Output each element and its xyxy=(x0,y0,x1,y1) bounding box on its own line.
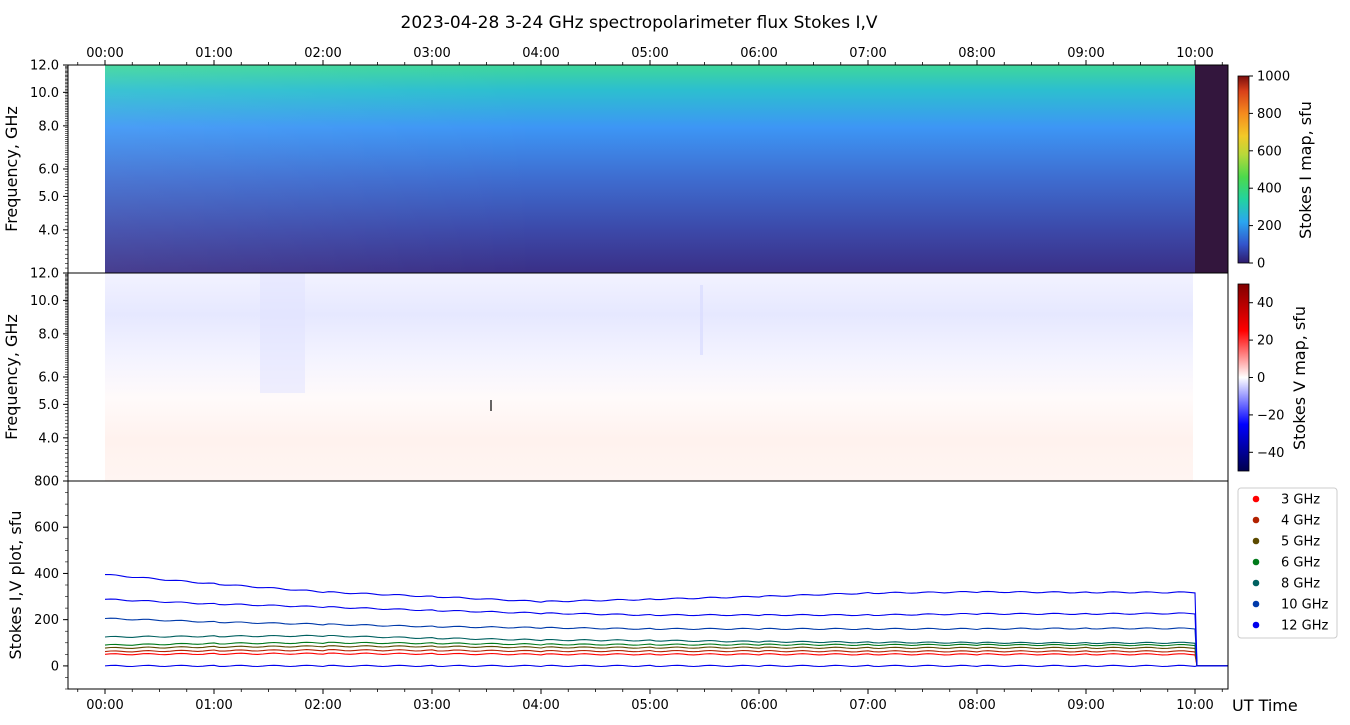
top-time-tick-label: 09:00 xyxy=(1067,46,1104,61)
stokes-i-panel: 12.0 10.0 8.0 6.0 5.0 4.0 Frequency, GHz xyxy=(2,59,1229,274)
legend-marker xyxy=(1252,495,1260,503)
series-line xyxy=(104,598,1228,667)
colorbar-tick-label: 200 xyxy=(1257,219,1282,234)
series-line xyxy=(104,617,1228,667)
legend-marker xyxy=(1252,537,1260,545)
freq-tick-label: 5.0 xyxy=(38,190,59,205)
top-time-tick-label: 03:00 xyxy=(413,46,450,61)
series-line xyxy=(104,641,1228,667)
freq-tick-label: 12.0 xyxy=(30,59,59,74)
bottom-time-tick-label: 02:00 xyxy=(304,698,341,713)
top-time-tick-label: 07:00 xyxy=(849,46,886,61)
flux-tick-label: 600 xyxy=(34,521,59,536)
stokes-v-colorbar: 40 20 0 −20 −40 Stokes V map, sfu xyxy=(1237,283,1309,472)
stokes-i-colorbar: 1000 800 600 400 200 0 Stokes I map, sfu xyxy=(1237,70,1315,272)
series-line xyxy=(104,634,1228,667)
top-time-tick-label: 08:00 xyxy=(958,46,995,61)
colorbar-tick-label: −40 xyxy=(1257,446,1284,461)
bottom-time-tick-label: 06:00 xyxy=(740,698,777,713)
stokes-v-ylabel: Frequency, GHz xyxy=(2,314,21,440)
stokes-i-map-nodata xyxy=(1195,65,1228,273)
stokes-plot-panel: 800 600 400 200 0 Stokes I,V plot, sfu xyxy=(6,475,1229,690)
bottom-time-tick-label: 09:00 xyxy=(1067,698,1104,713)
bottom-time-tick-label: 04:00 xyxy=(522,698,559,713)
top-time-tick-label: 05:00 xyxy=(631,46,668,61)
freq-tick-label: 5.0 xyxy=(38,398,59,413)
bottom-time-tick-label: 05:00 xyxy=(631,698,668,713)
legend-label: 12 GHz xyxy=(1281,619,1329,634)
x-axis-label: UT Time xyxy=(1232,696,1298,715)
legend-label: 3 GHz xyxy=(1281,493,1320,508)
top-time-ticks: 00:00 01:00 02:00 03:00 04:00 05:00 06:00 07:00… xyxy=(77,46,1223,65)
colorbar-tick-label: 0 xyxy=(1257,371,1265,386)
top-time-tick-label: 02:00 xyxy=(304,46,341,61)
series-line xyxy=(105,574,1228,667)
flux-tick-label: 800 xyxy=(34,475,59,490)
colorbar-tick-label: 20 xyxy=(1257,334,1274,349)
flux-tick-label: 0 xyxy=(51,659,59,674)
freq-tick-label: 4.0 xyxy=(38,223,59,238)
series-line xyxy=(104,645,1228,667)
freq-tick-label: 6.0 xyxy=(38,163,59,178)
flux-tick-label: 200 xyxy=(34,613,59,628)
legend: 3 GHz 4 GHz 5 GHz 6 GHz 8 GHz 10 GHz 12 GHz xyxy=(1237,487,1338,639)
stokes-plot-ylabel: Stokes I,V plot, sfu xyxy=(6,511,25,660)
legend-label: 5 GHz xyxy=(1281,535,1320,550)
flux-tick-label: 400 xyxy=(34,567,59,582)
freq-tick-label: 6.0 xyxy=(38,371,59,386)
freq-tick-label: 4.0 xyxy=(38,431,59,446)
bottom-time-ticks: 00:00 01:00 02:00 03:00 04:00 05:00 06:00 07:00… xyxy=(77,689,1223,713)
top-time-tick-label: 10:00 xyxy=(1176,46,1213,61)
stokes-plot-yticks: 800 600 400 200 0 xyxy=(34,475,68,690)
bottom-time-tick-label: 08:00 xyxy=(958,698,995,713)
freq-tick-label: 10.0 xyxy=(30,86,59,101)
bottom-time-tick-label: 00:00 xyxy=(86,698,123,713)
freq-tick-label: 12.0 xyxy=(30,267,59,282)
freq-tick-label: 10.0 xyxy=(30,294,59,309)
colorbar-tick-label: 0 xyxy=(1257,257,1265,272)
colorbar-tick-label: 1000 xyxy=(1257,70,1290,85)
series-line xyxy=(104,664,1228,668)
legend-label: 4 GHz xyxy=(1281,514,1320,529)
legend-marker xyxy=(1252,579,1260,587)
legend-marker xyxy=(1252,621,1260,629)
legend-marker xyxy=(1252,558,1260,566)
freq-tick-label: 8.0 xyxy=(38,327,59,342)
stokes-i-colorbar-label: Stokes I map, sfu xyxy=(1296,101,1315,239)
bottom-time-tick-label: 03:00 xyxy=(413,698,450,713)
top-time-tick-label: 00:00 xyxy=(86,46,123,61)
colorbar-tick-label: 400 xyxy=(1257,182,1282,197)
bottom-time-tick-label: 10:00 xyxy=(1176,698,1213,713)
series-lines xyxy=(104,574,1228,668)
stokes-i-yticks: 12.0 10.0 8.0 6.0 5.0 4.0 xyxy=(30,59,68,269)
colorbar-tick-label: −20 xyxy=(1257,408,1284,423)
legend-marker xyxy=(1252,516,1260,524)
legend-label: 8 GHz xyxy=(1281,577,1320,592)
series-line xyxy=(104,649,1228,667)
stokes-v-panel: 12.0 10.0 8.0 6.0 5.0 4.0 Frequency, GHz xyxy=(2,267,1229,482)
legend-label: 10 GHz xyxy=(1281,598,1329,613)
top-time-tick-label: 01:00 xyxy=(195,46,232,61)
bottom-time-tick-label: 07:00 xyxy=(849,698,886,713)
bottom-time-tick-label: 01:00 xyxy=(195,698,232,713)
colorbar-tick-label: 800 xyxy=(1257,107,1282,122)
series-line xyxy=(104,652,1228,667)
stokes-v-yticks: 12.0 10.0 8.0 6.0 5.0 4.0 xyxy=(30,267,68,477)
colorbar-tick-label: 600 xyxy=(1257,144,1282,159)
stokes-v-colorbar-label: Stokes V map, sfu xyxy=(1290,306,1309,450)
legend-marker xyxy=(1252,600,1260,608)
top-time-tick-label: 04:00 xyxy=(522,46,559,61)
freq-tick-label: 8.0 xyxy=(38,119,59,134)
colorbar-tick-label: 40 xyxy=(1257,296,1274,311)
top-time-tick-label: 06:00 xyxy=(740,46,777,61)
figure-title: 2023-04-28 3-24 GHz spectropolarimeter f… xyxy=(401,13,878,33)
legend-label: 6 GHz xyxy=(1281,556,1320,571)
stokes-i-ylabel: Frequency, GHz xyxy=(2,106,21,232)
